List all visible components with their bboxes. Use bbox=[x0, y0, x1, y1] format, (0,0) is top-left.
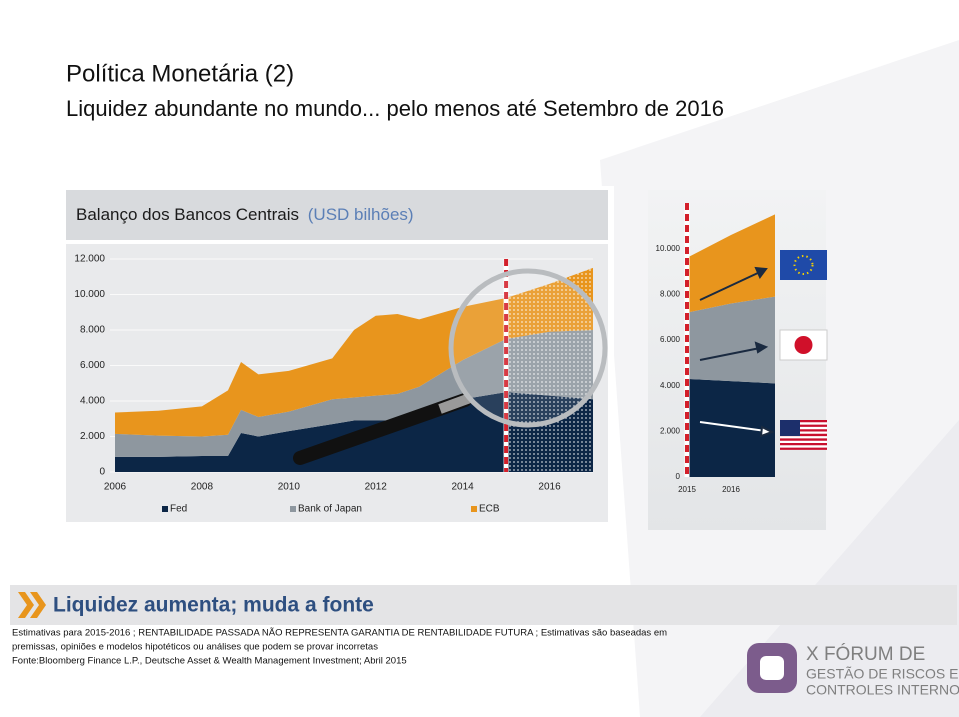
chart-unit: (USD bilhões) bbox=[308, 205, 414, 224]
flag-japan bbox=[779, 329, 828, 361]
arrow-head bbox=[754, 266, 768, 279]
arrow bbox=[699, 421, 767, 432]
x-tick-label: 2012 bbox=[365, 482, 388, 493]
slide-subtitle: Liquidez abundante no mundo... pelo meno… bbox=[66, 96, 724, 121]
logo-text: GESTÃO DE RISCOS E bbox=[806, 666, 958, 682]
flag-stripes bbox=[780, 420, 827, 450]
plot: 0 2.000 4.000 6.000 8.000 10.000 12.000 2006 200… bbox=[74, 254, 593, 515]
y-tick-label: 10.000 bbox=[656, 244, 681, 253]
x-tick-label: 2008 bbox=[191, 482, 214, 493]
y-tick-label: 2.000 bbox=[80, 431, 105, 442]
forecast-hatch bbox=[506, 330, 593, 400]
y-tick-label: 2.000 bbox=[660, 426, 681, 435]
x-tick-label: 2015 bbox=[678, 485, 696, 494]
x-tick-label: 2016 bbox=[538, 482, 561, 493]
magnifier-neck bbox=[438, 393, 472, 414]
area bbox=[687, 296, 775, 384]
y-tick-label: 4.000 bbox=[80, 396, 105, 407]
arrow bbox=[699, 271, 761, 301]
y-tick-label: 10.000 bbox=[74, 289, 105, 300]
flag-us bbox=[780, 420, 827, 450]
x-tick-label: 2006 bbox=[104, 482, 127, 493]
y-tick-label: 4.000 bbox=[660, 381, 681, 390]
area bbox=[115, 330, 593, 457]
legend-swatch bbox=[162, 506, 168, 512]
plot: 0 2.000 4.000 6.000 8.000 10.000 2015 2016 bbox=[656, 203, 775, 494]
magnifier-lens bbox=[448, 268, 608, 428]
slide-title: Política Monetária (2) bbox=[66, 60, 294, 87]
x-tick-label: 2014 bbox=[452, 482, 475, 493]
flag-bg bbox=[780, 250, 827, 280]
chart-header bbox=[66, 190, 608, 240]
arrow-head bbox=[759, 425, 775, 438]
magnifier-handle bbox=[293, 393, 472, 465]
banner bbox=[10, 585, 957, 625]
legend-swatch bbox=[290, 506, 296, 512]
chart-title-text: Balanço dos Bancos Centrais bbox=[76, 205, 299, 224]
flag-canton bbox=[780, 420, 800, 436]
y-tick-label: 6.000 bbox=[660, 335, 681, 344]
x-tick-label: 2010 bbox=[278, 482, 301, 493]
y-tick-label: 8.000 bbox=[80, 325, 105, 336]
chart-title: Balanço dos Bancos Centrais (USD bilhões… bbox=[76, 205, 414, 224]
flag-sun bbox=[794, 336, 813, 354]
y-tick-label: 0 bbox=[99, 467, 105, 478]
legend-label: Bank of Japan bbox=[298, 504, 362, 515]
note: Fonte:Bloomberg Finance L.P., Deutsche A… bbox=[12, 656, 407, 667]
legend-swatch bbox=[471, 506, 477, 512]
magnifier bbox=[293, 268, 608, 465]
banner-chevrons bbox=[18, 592, 46, 618]
y-tick-label: 12.000 bbox=[74, 254, 105, 265]
banner-text: Liquidez aumenta; muda a fonte bbox=[53, 594, 374, 617]
y-tick-label: 8.000 bbox=[660, 289, 681, 298]
note: premissas, opiniões e modelos hipotético… bbox=[12, 642, 378, 653]
logo-text: X FÓRUM DE bbox=[806, 643, 925, 665]
area bbox=[687, 214, 775, 313]
area bbox=[115, 267, 593, 437]
flag-stars bbox=[793, 255, 814, 275]
y-tick-label: 0 bbox=[676, 472, 681, 481]
arrows bbox=[699, 266, 775, 438]
legend-label: ECB bbox=[479, 504, 500, 515]
note: Estimativas para 2015-2016 ; RENTABILIDA… bbox=[12, 628, 667, 639]
logo-text: CONTROLES INTERNOS bbox=[806, 682, 959, 698]
area bbox=[687, 378, 775, 477]
y-tick-label: 6.000 bbox=[80, 360, 105, 371]
legend-label: Fed bbox=[170, 504, 187, 515]
x-tick-label: 2016 bbox=[722, 485, 740, 494]
background-shape bbox=[700, 420, 959, 717]
flag-eu bbox=[780, 250, 827, 280]
arrow bbox=[699, 347, 761, 361]
arrow-head bbox=[754, 341, 769, 354]
logo-icon-inner bbox=[760, 656, 784, 680]
